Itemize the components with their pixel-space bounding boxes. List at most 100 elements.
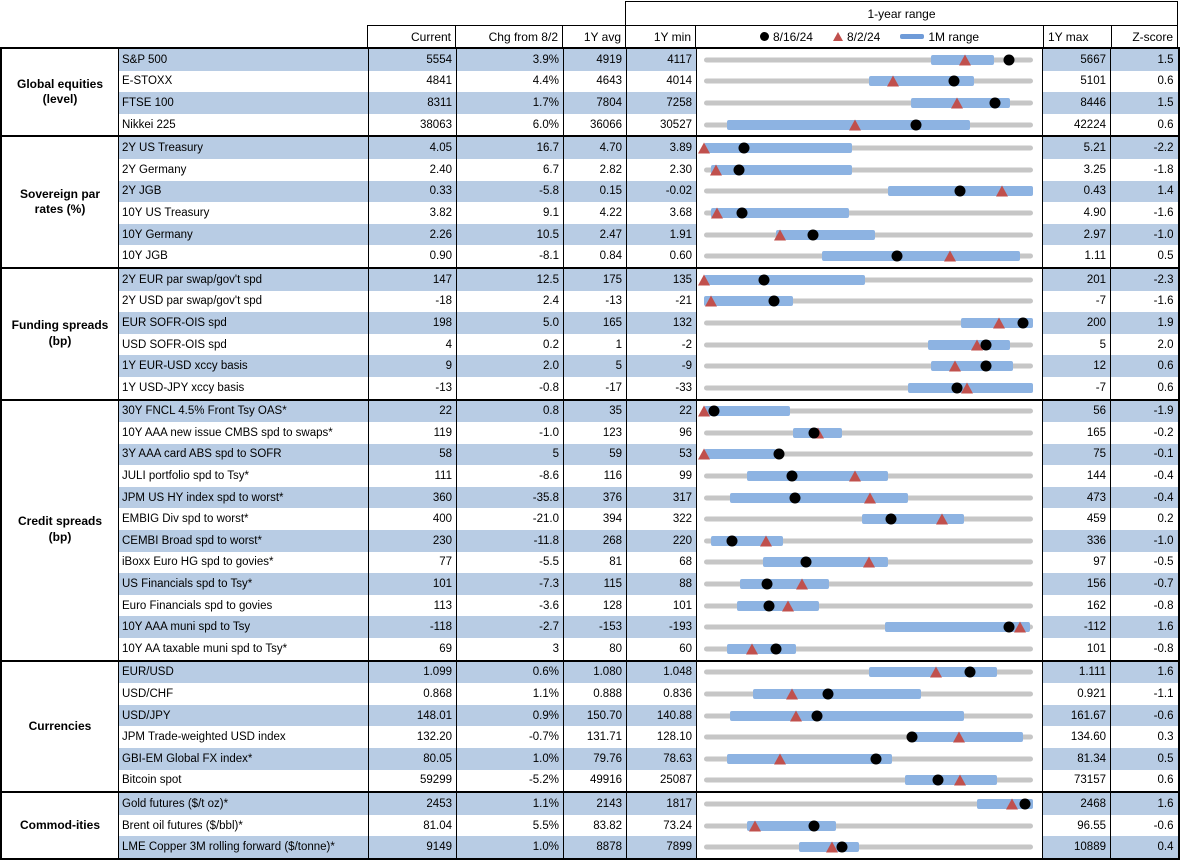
1y-min-value: 128.10	[627, 726, 697, 748]
table-row: 2Y Germany 2.40 6.7 2.82 2.30 3.25 -1.8	[119, 158, 1178, 181]
current-value: 360	[369, 486, 457, 509]
instrument-name: 3Y AAA card ABS spd to SOFR	[119, 443, 369, 466]
1y-max-value: 5667	[1043, 49, 1111, 71]
zscore-value: 1.6	[1111, 661, 1178, 684]
instrument-name: FTSE 100	[119, 92, 369, 114]
1y-min-value: 96	[627, 422, 697, 444]
instrument-name: 2Y JGB	[119, 180, 369, 203]
chg-from-8-2-value: 1.0%	[457, 748, 564, 770]
current-value: 147	[369, 268, 457, 291]
aug16-dot-marker	[948, 75, 960, 87]
1y-max-value: 97	[1043, 551, 1111, 574]
current-value: 80.05	[369, 748, 457, 770]
range-track-wrap	[704, 202, 1033, 224]
1y-avg-value: 2143	[564, 793, 627, 815]
header-spacer	[0, 25, 367, 47]
range-chart	[697, 443, 1043, 466]
chg-from-8-2-value: 1.1%	[457, 683, 564, 705]
1y-min-value: 78.63	[627, 748, 697, 770]
range-chart	[697, 508, 1043, 531]
instrument-name: LME Copper 3M rolling forward ($/tonne)*	[119, 836, 369, 858]
1y-max-value: 101	[1043, 638, 1111, 660]
aug2-triangle-marker	[848, 470, 861, 482]
1y-avg-value: 123	[564, 422, 627, 444]
range-chart	[697, 223, 1043, 246]
1y-range-track	[704, 210, 1033, 216]
1y-avg-value: 4643	[564, 70, 627, 93]
1y-avg-value: 4919	[564, 49, 627, 71]
group-label: Commod-ities	[2, 793, 119, 858]
1y-min-value: -2	[627, 333, 697, 356]
1y-avg-value: 83.82	[564, 814, 627, 837]
aug2-triangle-marker	[825, 841, 838, 853]
chg-from-8-2-value: 6.7	[457, 158, 564, 181]
current-value: 22	[369, 400, 457, 423]
chg-from-8-2-value: -8.1	[457, 245, 564, 267]
instrument-name: EUR/USD	[119, 661, 369, 684]
current-value: -118	[369, 616, 457, 639]
1y-avg-value: 35	[564, 400, 627, 423]
instrument-name: 10Y JGB	[119, 245, 369, 267]
1y-min-value: 317	[627, 486, 697, 509]
zscore-value: 2.0	[1157, 338, 1174, 351]
aug2-triangle-marker	[782, 600, 795, 612]
aug2-triangle-marker	[996, 185, 1009, 197]
1m-range-bar	[727, 119, 971, 130]
aug2-triangle-marker	[929, 666, 942, 678]
chg-from-8-2-value: -2.7	[457, 616, 564, 639]
instrument-name: USD/JPY	[119, 704, 369, 727]
current-value: 101	[369, 573, 457, 595]
zscore-value: -0.4	[1153, 470, 1174, 483]
aug16-dot-marker	[770, 643, 782, 655]
range-chart	[697, 70, 1043, 93]
col-header-chg: Chg from 8/2	[455, 25, 562, 47]
zscore-value: 0.6	[1157, 774, 1174, 787]
aug16-dot-marker	[733, 164, 745, 176]
one-month-range-bar-icon	[900, 34, 925, 39]
current-value: 4841	[369, 70, 457, 93]
range-track-wrap	[704, 422, 1033, 444]
range-track-wrap	[704, 638, 1033, 660]
1y-min-value: 73.24	[627, 814, 697, 837]
chg-from-8-2-value: 3.9%	[457, 49, 564, 71]
aug16-dot-marker	[726, 535, 738, 547]
aug16-dot-marker	[906, 731, 918, 743]
zscore-value: -1.0	[1111, 223, 1178, 246]
1y-min-value: 7258	[627, 92, 697, 114]
table-row: 1Y EUR-USD xccy basis 9 2.0 5 -9 12 0.6	[119, 355, 1178, 377]
1y-range-track	[704, 320, 1033, 326]
instrument-name: JPM US HY index spd to worst*	[119, 486, 369, 509]
instrument-name: USD SOFR-OIS spd	[119, 333, 369, 356]
range-chart	[697, 113, 1043, 136]
1y-max-value: 10889	[1043, 836, 1111, 858]
aug16-dot-marker	[964, 666, 976, 678]
aug2-triangle-marker	[948, 360, 961, 372]
aug2-triangle-icon	[832, 32, 843, 41]
instrument-name: 30Y FNCL 4.5% Front Tsy OAS*	[119, 400, 369, 423]
1y-range-track	[704, 342, 1033, 348]
instrument-name: Bitcoin spot	[119, 769, 369, 792]
range-track-wrap	[704, 334, 1033, 356]
1y-min-value: 99	[627, 465, 697, 487]
aug16-dot-marker	[980, 339, 992, 351]
instrument-name: USD/CHF	[119, 683, 369, 705]
1y-min-value: 2.30	[627, 158, 697, 181]
1y-avg-value: -17	[564, 376, 627, 399]
aug2-triangle-marker	[958, 54, 971, 66]
aug2-triangle-marker	[886, 75, 899, 87]
current-value: 59299	[369, 769, 457, 792]
1m-range-bar	[727, 643, 797, 654]
1m-range-bar	[736, 600, 820, 611]
1m-range-bar	[861, 514, 964, 525]
aug2-triangle-marker	[785, 688, 798, 700]
legend-bar-label: 1M range	[928, 29, 980, 44]
1m-range-bar	[927, 339, 1010, 350]
current-value: 4.05	[369, 137, 457, 159]
1y-min-value: 7899	[627, 836, 697, 858]
1m-range-bar	[753, 689, 922, 700]
current-value: 400	[369, 508, 457, 531]
table-row: EUR SOFR-OIS spd 198 5.0 165 132 200 1.9	[119, 312, 1178, 334]
range-track-wrap	[704, 71, 1033, 93]
1m-range-bar	[704, 296, 793, 307]
1y-min-value: -193	[627, 616, 697, 639]
